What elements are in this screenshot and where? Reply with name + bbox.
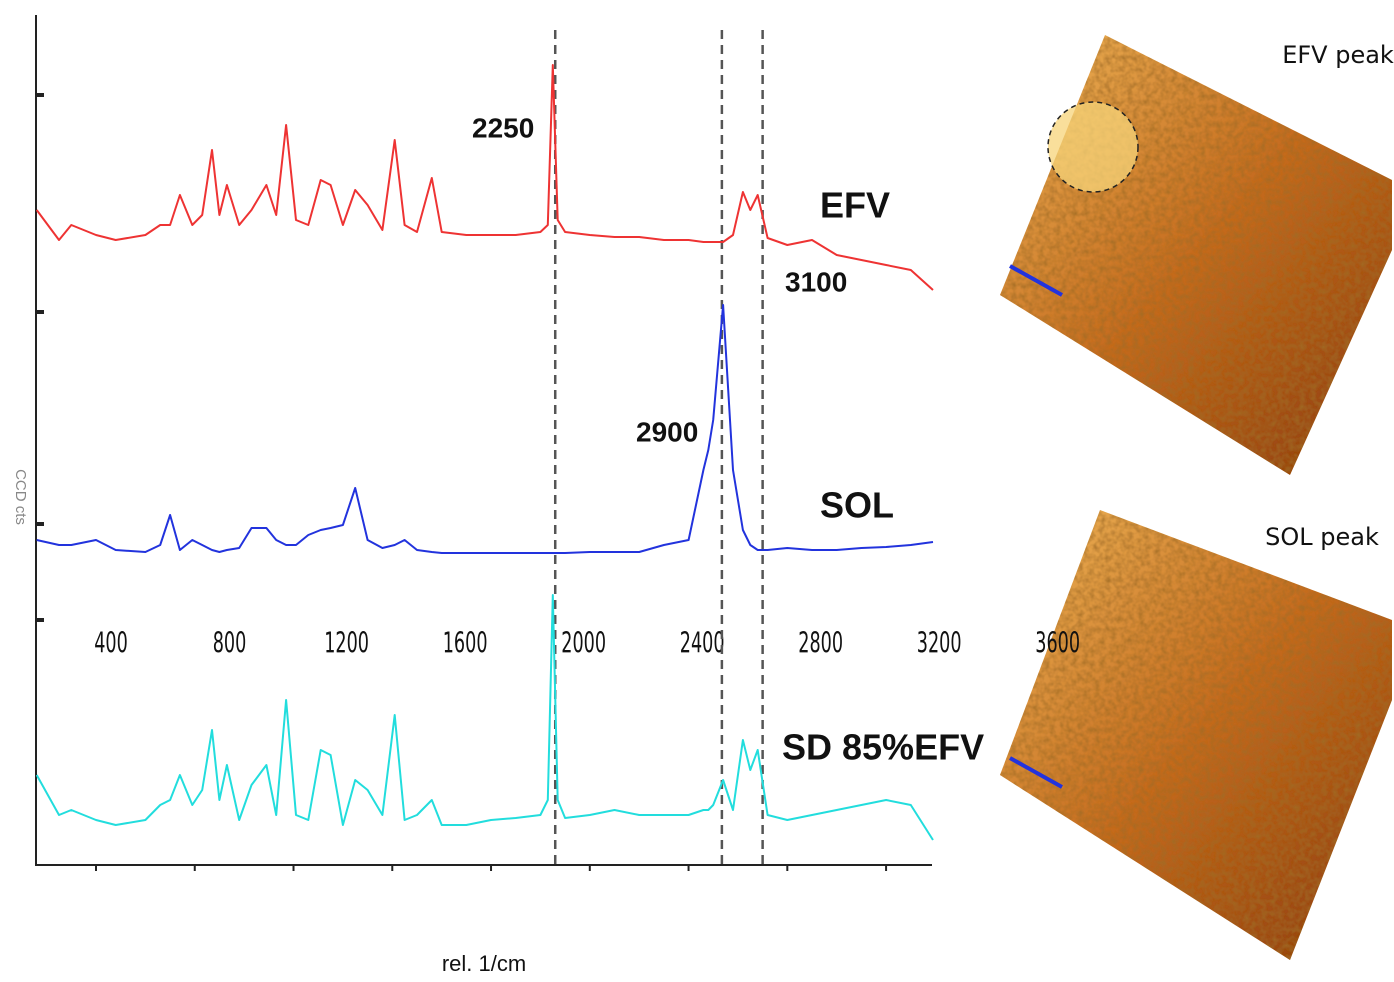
x-tick-label: 1600 — [443, 626, 488, 660]
afm-surface — [1000, 510, 1392, 960]
series-label: SD 85%EFV — [782, 727, 984, 768]
x-tick-label: 2400 — [680, 626, 725, 660]
x-tick-label: 3600 — [1035, 626, 1080, 660]
x-tick-label: 3200 — [917, 626, 962, 660]
series-line — [37, 305, 933, 553]
afm-image: SOL peak — [1000, 510, 1392, 960]
figure: CCD cts rel. 1/cm EFV peak SOL peak 400 8… — [0, 0, 1394, 982]
series-line — [37, 65, 933, 290]
series-label: SOL — [820, 485, 894, 526]
afm-surface — [1000, 35, 1392, 475]
afm-label: EFV peak — [1282, 41, 1394, 69]
x-tick-label: 2000 — [561, 626, 606, 660]
x-tick-label: 800 — [213, 626, 247, 660]
x-axis-label: rel. 1/cm — [442, 951, 526, 976]
annotation: 2250 — [472, 112, 534, 143]
y-axis-label: CCD cts — [12, 469, 29, 525]
x-tick-label: 400 — [94, 626, 128, 660]
x-tick-label: 1200 — [324, 626, 369, 660]
annotation: 2900 — [636, 416, 698, 447]
series-label: EFV — [820, 185, 890, 226]
afm-label: SOL peak — [1265, 523, 1379, 551]
annotation: 3100 — [785, 266, 847, 297]
afm-image: EFV peak — [1000, 35, 1394, 475]
x-tick-label: 2800 — [798, 626, 843, 660]
